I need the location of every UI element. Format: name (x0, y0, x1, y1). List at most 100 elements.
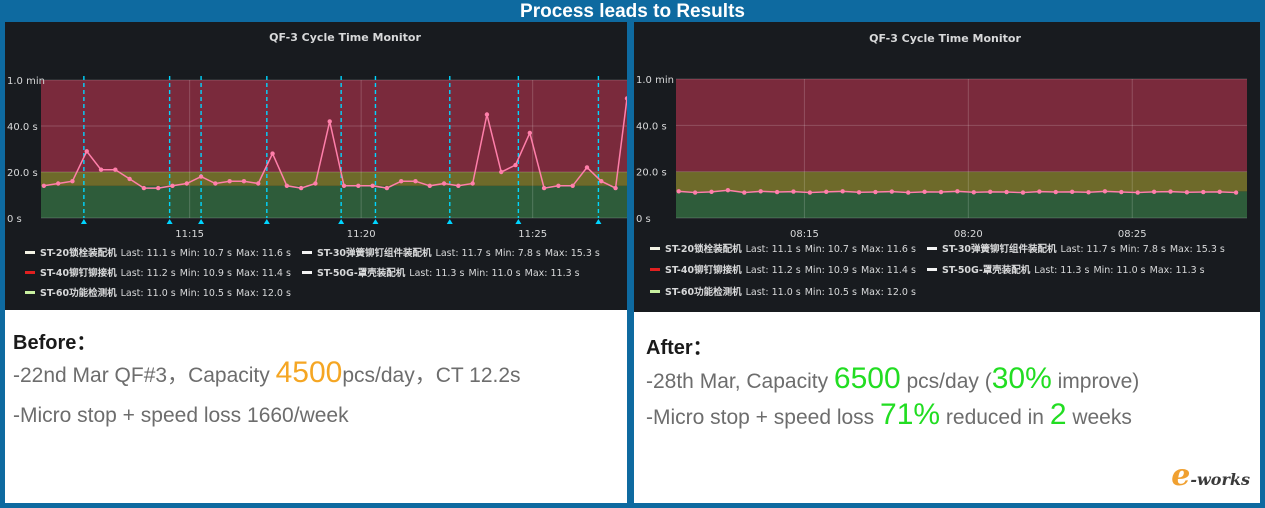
series-point (1004, 189, 1009, 195)
after-capacity-line: -28th Mar, Capacity 6500 pcs/day (30% im… (646, 362, 1140, 395)
legend-item-st50[interactable]: ST-50G-罩壳装配机 Last: 11.3 s Min: 11.0 s Max: … (926, 264, 1205, 278)
legend-swatch-st20 (650, 247, 660, 250)
series-point (70, 179, 75, 184)
event-marker-triangle (372, 219, 379, 224)
after-loss-percent: 71% (880, 398, 941, 431)
series-point (584, 165, 590, 170)
series-line (43, 98, 627, 190)
x-tick-label: 11:25 (518, 229, 547, 240)
legend-item-st20[interactable]: ST-20锁栓装配机 Last: 11.1 s Min: 10.7 s Max: 11… (650, 243, 916, 257)
series-point (527, 130, 533, 136)
event-marker-triangle (80, 219, 87, 224)
series-point (1086, 190, 1091, 195)
series-point (270, 151, 275, 156)
x-tick-label: 11:15 (175, 229, 204, 240)
legend-item-st40[interactable]: ST-40铆钉铆接机 Last: 11.2 s Min: 10.9 s Max: 11… (25, 267, 291, 281)
series-point (938, 189, 944, 195)
legend-swatch-st50 (301, 271, 312, 274)
series-point (127, 176, 132, 182)
x-tick-label: 08:15 (790, 229, 819, 240)
series-point (356, 183, 361, 188)
event-marker-triangle (263, 219, 270, 224)
series-point (624, 96, 627, 101)
after-cycle-time-chart: QF-3 Cycle Time Monitor 0 s 20.0 s 40.0 s 1.… (636, 32, 1247, 240)
series-point (213, 181, 218, 186)
series-point (824, 189, 829, 195)
series-point (55, 181, 61, 186)
series-point (284, 183, 290, 188)
series-point (313, 181, 318, 186)
legend-item-st40[interactable]: ST-40铆钉铆接机 Last: 11.2 s Min: 10.9 s Max: 11… (650, 264, 916, 278)
series-point (1119, 189, 1124, 195)
series-point (370, 183, 375, 188)
series-point (256, 181, 261, 186)
legend-item-st30[interactable]: ST-30弹簧铆钉组件装配机 Last: 11.7 s Min: 7.8 s Max:… (926, 243, 1225, 257)
series-point (98, 167, 104, 172)
y-tick-label: 1.0 min (7, 76, 45, 87)
series-point (499, 169, 504, 175)
before-capacity-value: 4500 (275, 356, 343, 389)
series-point (456, 183, 461, 188)
after-capacity-value: 6500 (833, 362, 901, 395)
series-point (441, 181, 447, 186)
y-tick-label: 40.0 s (7, 122, 38, 133)
series-point (791, 189, 796, 194)
series-point (1151, 189, 1157, 195)
after-improve-percent: 30% (991, 362, 1052, 395)
series-point (1020, 190, 1026, 195)
series-point (1069, 189, 1075, 195)
event-marker-triangle (446, 219, 453, 224)
before-cycle-time-chart: QF-3 Cycle Time Monitor 0 s 20.0 s 40.0 s 1.… (7, 31, 627, 240)
threshold-zone-red (41, 80, 627, 172)
series-point (541, 185, 547, 191)
series-point (1201, 189, 1206, 195)
series-point (807, 190, 813, 195)
event-marker-triangle (338, 219, 345, 224)
legend-item-st20[interactable]: ST-20锁栓装配机 Last: 11.1 s Min: 10.7 s Max: 11… (25, 247, 291, 261)
series-point (1184, 190, 1190, 195)
series-point (1168, 189, 1173, 194)
series-point (470, 181, 475, 186)
legend-item-st50[interactable]: ST-50G-罩壳装配机 Last: 11.3 s Min: 11.0 s Max: … (301, 267, 580, 281)
series-point (987, 189, 993, 195)
series-point (840, 189, 845, 194)
before-capacity-line: -22nd Mar QF#3，Capacity 4500pcs/day，CT 1… (13, 356, 521, 389)
threshold-zone-red (676, 79, 1247, 172)
series-point (427, 183, 432, 188)
legend-item-st60[interactable]: ST-60功能检测机 Last: 11.0 s Min: 10.5 s Max: 12… (25, 287, 291, 301)
series-point (298, 185, 304, 191)
x-tick-label: 11:20 (347, 229, 376, 240)
series-point (955, 189, 960, 194)
after-heading: After： (646, 337, 713, 359)
after-loss-line: -Micro stop + speed loss 71% reduced in … (646, 398, 1132, 431)
event-marker-triangle (198, 219, 205, 224)
series-point (384, 185, 390, 191)
series-point (413, 179, 418, 184)
legend-item-st30[interactable]: ST-30弹簧铆钉组件装配机 Last: 11.7 s Min: 7.8 s Max:… (301, 247, 600, 261)
y-tick-label: 0 s (636, 214, 651, 225)
before-dashboard: QF-3 Cycle Time Monitor 0 s 20.0 s 40.0 s 1.… (5, 22, 627, 310)
series-point (227, 179, 232, 184)
event-marker-triangle (595, 219, 602, 224)
series-point (725, 188, 731, 193)
series-point (556, 183, 561, 188)
chart-title: QF-3 Cycle Time Monitor (269, 31, 421, 44)
legend-swatch-st60 (25, 291, 35, 294)
threshold-zone-green (41, 185, 627, 218)
legend-swatch-st40 (650, 268, 660, 271)
x-tick-label: 08:25 (1118, 229, 1147, 240)
legend-swatch-st30 (301, 251, 312, 254)
series-point (198, 174, 204, 179)
series-point (570, 183, 575, 188)
y-tick-label: 0 s (7, 214, 22, 225)
series-point (971, 190, 976, 195)
after-dashboard: QF-3 Cycle Time Monitor 0 s 20.0 s 40.0 s 1.… (634, 22, 1260, 312)
chart-title: QF-3 Cycle Time Monitor (869, 32, 1021, 45)
series-point (709, 189, 714, 195)
series-point (873, 189, 878, 195)
series-point (889, 189, 895, 194)
legend-swatch-st60 (650, 290, 660, 293)
legend-item-st60[interactable]: ST-60功能检测机 Last: 11.0 s Min: 10.5 s Max: 12… (650, 286, 916, 300)
threshold-zone-green (676, 191, 1247, 218)
x-tick-label: 08:20 (954, 229, 983, 240)
